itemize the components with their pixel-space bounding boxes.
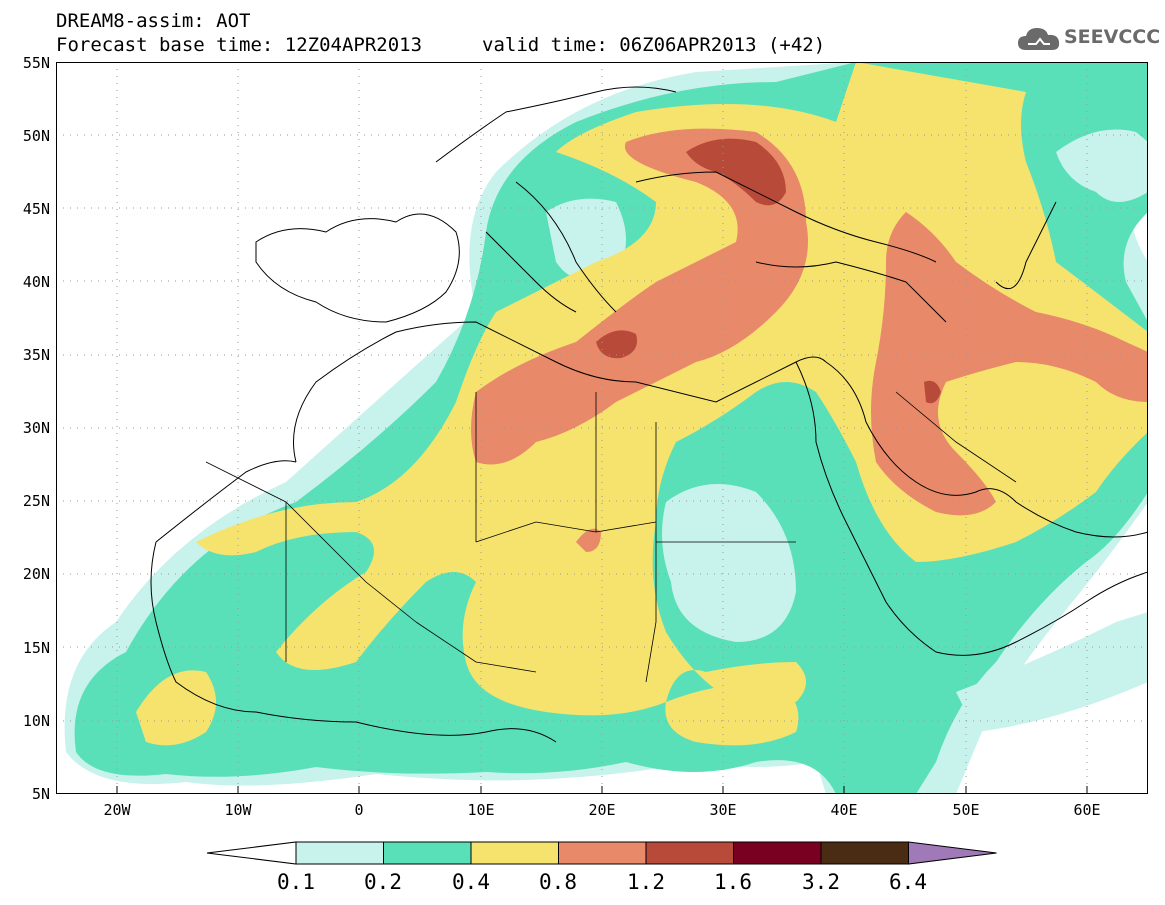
lat-label: 55N — [22, 54, 50, 72]
colorbar-swatch — [470, 841, 559, 865]
lon-label: 20E — [588, 801, 616, 819]
forecast-base-time: Forecast base time: 12Z04APR2013 — [56, 34, 423, 56]
chart-title: DREAM8-assim: AOT — [56, 10, 251, 32]
lon-label: 10E — [467, 801, 495, 819]
aot-patch-0.8-chad — [576, 528, 601, 552]
colorbar-label: 1.6 — [714, 870, 752, 894]
lon-label: 50E — [952, 801, 980, 819]
colorbar-arrow-high — [908, 841, 997, 865]
lat-label: 40N — [22, 273, 50, 291]
colorbar-label: 0.8 — [539, 870, 577, 894]
lat-label: 25N — [22, 492, 50, 510]
lon-label: 60E — [1073, 801, 1101, 819]
country-borders — [205, 391, 1017, 683]
aot-contour-0.8-east — [871, 212, 1148, 516]
aot-pocket-0.1-gulf — [1056, 129, 1148, 202]
aot-patch-0.4-west-africa — [136, 670, 216, 746]
coastlines — [150, 86, 1148, 743]
colorbar-label: 0.2 — [364, 870, 402, 894]
colorbar-label: 0.1 — [277, 870, 315, 894]
lon-label: 30E — [709, 801, 737, 819]
lon-label: 20W — [103, 801, 131, 819]
cloud-icon — [1018, 28, 1060, 50]
valid-time: valid time: 06Z06APR2013 (+42) — [482, 34, 826, 56]
lat-label: 45N — [22, 200, 50, 218]
aot-contour-1.2-iraq — [924, 380, 941, 404]
aot-pocket-0.1-arabian-sea — [956, 612, 1148, 732]
lon-label: 40E — [830, 801, 858, 819]
aot-patch-0.4-east-africa — [665, 682, 799, 746]
lat-label: 5N — [31, 785, 50, 803]
colorbar-swatch — [645, 841, 734, 865]
lat-label: 10N — [22, 712, 50, 730]
colorbar-arrow-low — [206, 841, 297, 865]
colorbar-label: 3.2 — [802, 870, 840, 894]
colorbar-swatch — [295, 841, 384, 865]
axis-ticks — [116, 786, 1088, 794]
aot-contour-1.2-aegean — [596, 330, 637, 359]
lat-label: 20N — [22, 565, 50, 583]
lat-label: 35N — [22, 346, 50, 364]
colorbar — [206, 841, 997, 865]
colorbar-swatch — [820, 841, 909, 865]
aot-contour-0.8-central — [471, 128, 808, 465]
colorbar-label: 0.4 — [452, 870, 490, 894]
colorbar-swatch — [558, 841, 647, 865]
colorbar-swatch — [733, 841, 822, 865]
seevccc-logo: SEEVCCC — [1016, 24, 1160, 54]
aot-map — [56, 62, 1148, 794]
aot-contour-1.2-balkans — [686, 138, 786, 206]
aot-pocket-0.1-africa — [662, 484, 796, 642]
colorbar-swatch — [383, 841, 472, 865]
lat-label: 15N — [22, 639, 50, 657]
graticule — [56, 62, 1148, 794]
logo-text: SEEVCCC — [1064, 26, 1161, 48]
lat-label: 30N — [22, 419, 50, 437]
colorbar-label: 6.4 — [889, 870, 927, 894]
colorbar-label: 1.2 — [627, 870, 665, 894]
lat-label: 50N — [22, 127, 50, 145]
lon-label: 0 — [354, 801, 364, 819]
lon-label: 10W — [224, 801, 252, 819]
